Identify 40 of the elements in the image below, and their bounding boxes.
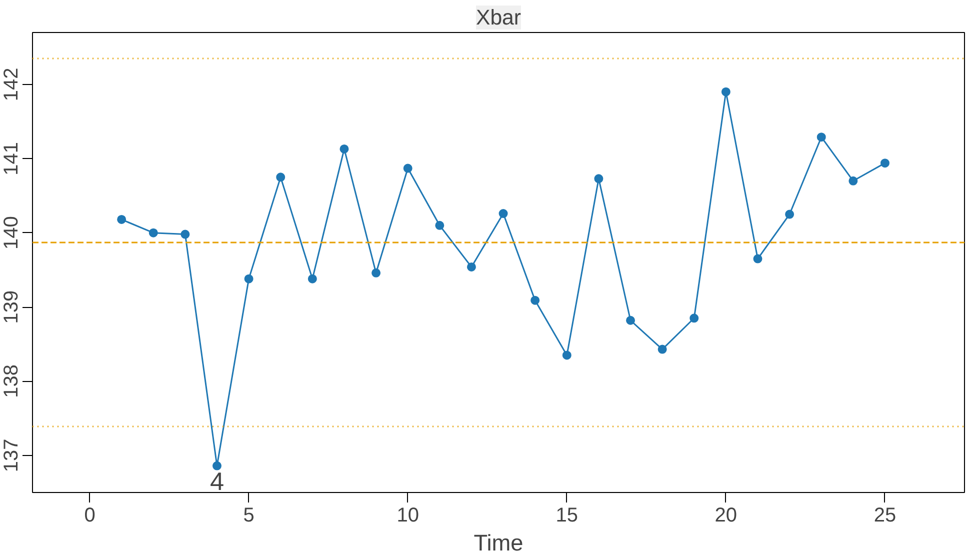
point — [530, 296, 540, 305]
point — [403, 164, 412, 173]
point — [721, 87, 730, 96]
y-tick-label: 140 — [0, 216, 22, 250]
point — [658, 344, 667, 354]
chart-title: Xbar — [476, 6, 522, 30]
point — [562, 350, 572, 360]
point — [626, 316, 636, 325]
x-tick-label: 25 — [874, 504, 896, 526]
point — [880, 158, 890, 168]
point — [212, 461, 222, 470]
point — [117, 214, 126, 224]
point — [435, 220, 444, 230]
point — [180, 230, 190, 239]
point — [276, 172, 286, 182]
x-tick-label: 15 — [556, 504, 578, 526]
point — [372, 268, 381, 278]
y-tick-label: 141 — [0, 142, 22, 176]
point — [753, 254, 762, 264]
annotation: 4 — [210, 468, 224, 496]
y-tick-label: 137 — [0, 438, 22, 472]
y-tick-label: 142 — [0, 68, 22, 102]
point — [148, 228, 158, 238]
x-tick-label: 0 — [84, 504, 96, 526]
point — [498, 209, 508, 218]
point — [244, 274, 254, 284]
x-tick-label: 5 — [243, 504, 254, 526]
point — [785, 210, 794, 219]
x-tick-label: 20 — [714, 504, 738, 526]
point — [594, 174, 604, 184]
y-tick-label: 139 — [0, 290, 22, 324]
x-axis-title: Time — [474, 530, 524, 556]
point — [466, 262, 476, 272]
point — [340, 144, 349, 154]
y-tick-label: 138 — [0, 364, 22, 398]
point — [690, 314, 699, 323]
x-tick-label: 10 — [396, 504, 419, 526]
point — [816, 132, 826, 142]
point — [308, 274, 317, 284]
point — [848, 176, 858, 186]
